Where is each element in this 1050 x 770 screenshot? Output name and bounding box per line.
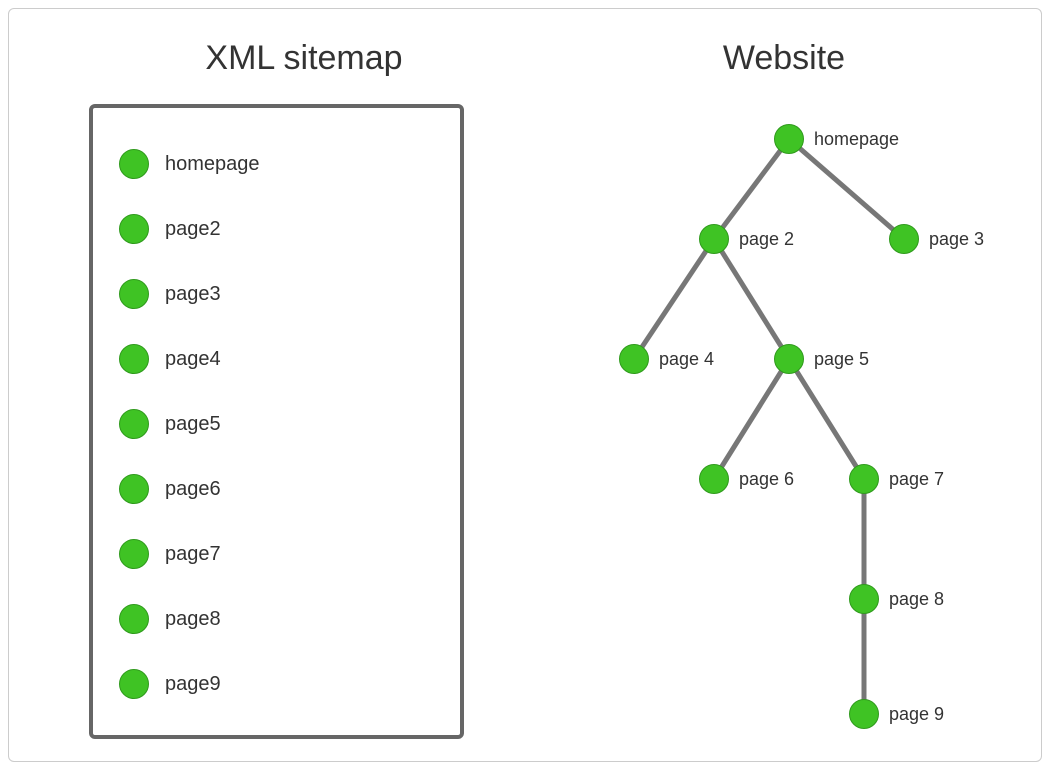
sitemap-item-label: page9 <box>165 673 221 696</box>
tree-node: page 9 <box>849 699 944 729</box>
tree-node: page 2 <box>699 224 794 254</box>
sitemap-item-label: page2 <box>165 218 221 241</box>
sitemap-item: page5 <box>119 409 221 439</box>
sitemap-item-label: homepage <box>165 153 260 176</box>
sitemap-item: page9 <box>119 669 221 699</box>
sitemap-item: page4 <box>119 344 221 374</box>
sitemap-item-label: page3 <box>165 283 221 306</box>
circle-icon <box>119 669 149 699</box>
tree-node: homepage <box>774 124 899 154</box>
sitemap-item: page7 <box>119 539 221 569</box>
tree-edge <box>634 239 714 359</box>
sitemap-item: page6 <box>119 474 221 504</box>
circle-icon <box>774 124 804 154</box>
circle-icon <box>699 224 729 254</box>
sitemap-item-label: page7 <box>165 543 221 566</box>
tree-node-label: page 8 <box>889 589 944 610</box>
tree-node-label: page 6 <box>739 469 794 490</box>
tree-node-label: page 7 <box>889 469 944 490</box>
circle-icon <box>699 464 729 494</box>
tree-node-label: page 9 <box>889 704 944 725</box>
tree-node: page 5 <box>774 344 869 374</box>
sitemap-title: XML sitemap <box>159 39 449 78</box>
circle-icon <box>119 149 149 179</box>
circle-icon <box>119 279 149 309</box>
tree-node-label: homepage <box>814 129 899 150</box>
diagram-frame: XML sitemap homepage page2 page3 page4 page5… <box>8 8 1042 762</box>
tree-node: page 3 <box>889 224 984 254</box>
tree-node: page 4 <box>619 344 714 374</box>
circle-icon <box>119 214 149 244</box>
sitemap-item-label: page5 <box>165 413 221 436</box>
sitemap-item-label: page8 <box>165 608 221 631</box>
circle-icon <box>849 464 879 494</box>
circle-icon <box>774 344 804 374</box>
tree-edge <box>789 359 864 479</box>
circle-icon <box>119 344 149 374</box>
tree-edge <box>714 239 789 359</box>
tree-node: page 8 <box>849 584 944 614</box>
sitemap-item-label: page4 <box>165 348 221 371</box>
sitemap-item: homepage <box>119 149 260 179</box>
tree-node: page 6 <box>699 464 794 494</box>
tree-edge <box>789 139 904 239</box>
tree-edge <box>714 359 789 479</box>
circle-icon <box>119 539 149 569</box>
sitemap-item: page2 <box>119 214 221 244</box>
circle-icon <box>119 474 149 504</box>
circle-icon <box>889 224 919 254</box>
circle-icon <box>619 344 649 374</box>
circle-icon <box>119 409 149 439</box>
tree-node-label: page 2 <box>739 229 794 250</box>
tree-node-label: page 3 <box>929 229 984 250</box>
sitemap-item: page8 <box>119 604 221 634</box>
circle-icon <box>849 699 879 729</box>
website-title: Website <box>639 39 929 78</box>
circle-icon <box>119 604 149 634</box>
circle-icon <box>849 584 879 614</box>
tree-node-label: page 4 <box>659 349 714 370</box>
sitemap-item-label: page6 <box>165 478 221 501</box>
tree-edges <box>559 109 1029 759</box>
tree-node-label: page 5 <box>814 349 869 370</box>
tree-node: page 7 <box>849 464 944 494</box>
sitemap-item: page3 <box>119 279 221 309</box>
website-tree: homepage page 2 page 3 page 4 page 5 page 6 pa… <box>559 109 1029 759</box>
